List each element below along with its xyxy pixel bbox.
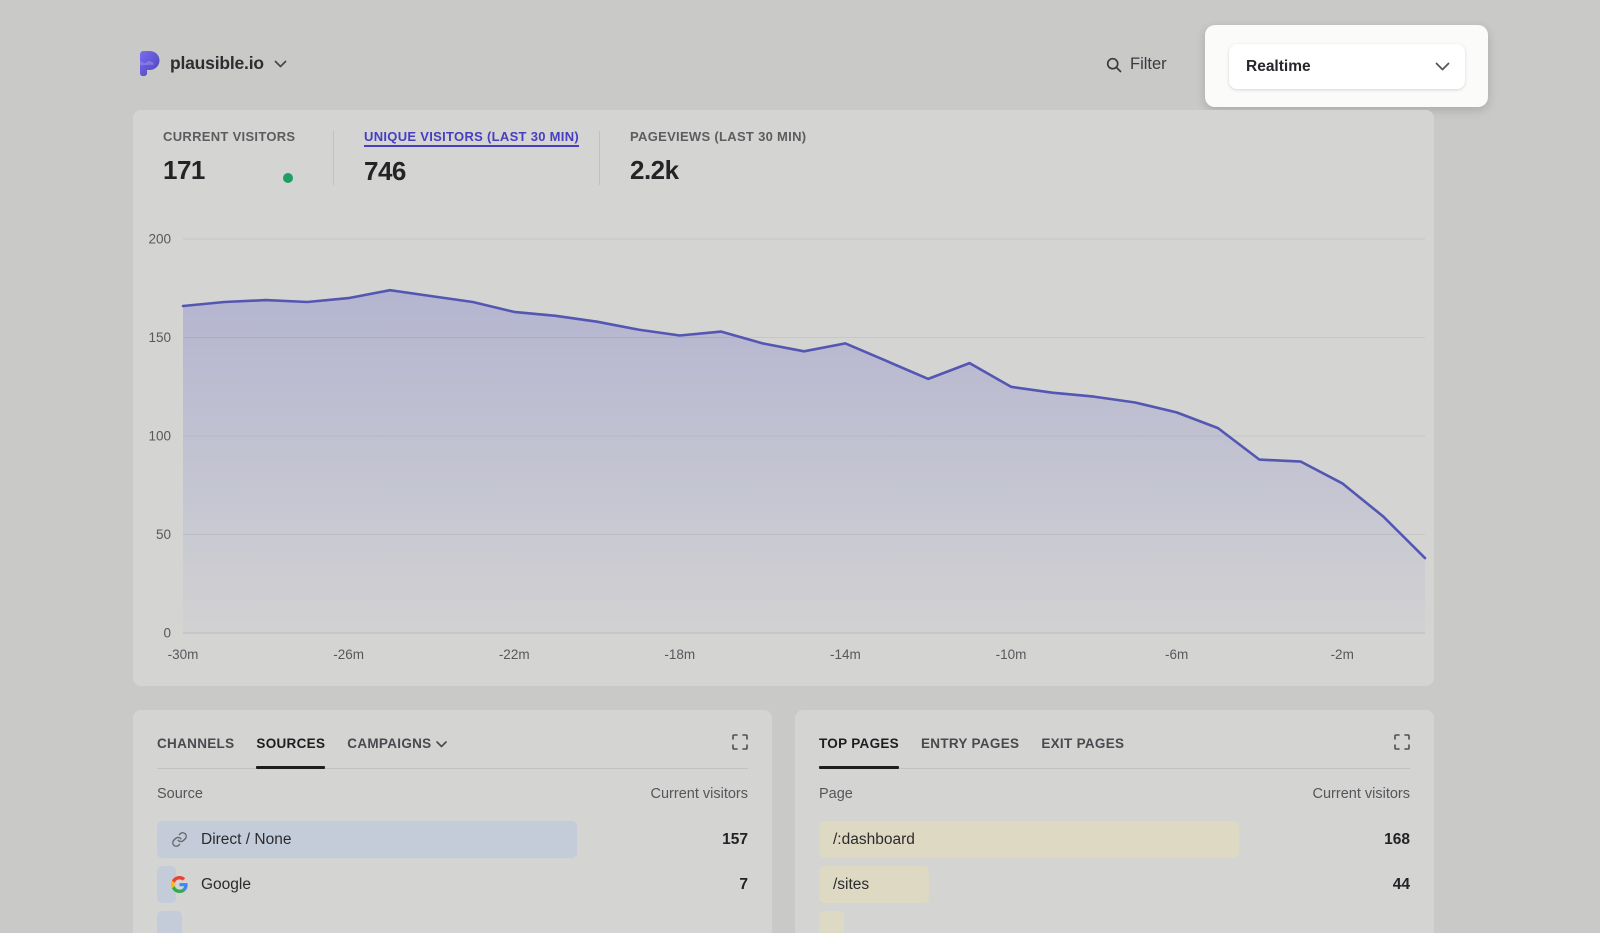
table-row-partial[interactable]: [819, 911, 1410, 933]
x-axis-tick-label: -22m: [499, 647, 530, 662]
y-axis-tick-label: 50: [156, 527, 171, 542]
table-row[interactable]: Direct / None 157: [157, 821, 748, 858]
stat-pageviews[interactable]: PAGEVIEWS (LAST 30 MIN) 2.2k: [630, 128, 806, 186]
row-bar: [157, 911, 182, 933]
site-switcher[interactable]: plausible.io: [139, 51, 287, 76]
stat-divider: [333, 131, 334, 185]
x-axis-tick-label: -14m: [830, 647, 861, 662]
tab-exit-pages[interactable]: EXIT PAGES: [1041, 736, 1124, 768]
tab-channels[interactable]: CHANNELS: [157, 736, 234, 768]
row-label-text: /:dashboard: [833, 830, 915, 848]
row-bar: [157, 821, 577, 858]
x-axis-tick-label: -10m: [996, 647, 1027, 662]
row-bar: [819, 911, 844, 933]
row-label-text: /sites: [833, 875, 870, 893]
visitors-area-chart: 0 50 100 150 200 -30m -26m -22m -18m -14m -10m -6m -…: [148, 232, 1427, 662]
row-bar: [157, 866, 176, 903]
x-axis-tick-label: -18m: [664, 647, 695, 662]
row-bar: [819, 821, 1239, 858]
table-row-partial[interactable]: [157, 911, 748, 933]
row-value: 168: [1384, 830, 1410, 848]
sources-tabs: CHANNELS SOURCES CAMPAIGNS: [157, 734, 748, 769]
stat-label: UNIQUE VISITORS (LAST 30 MIN): [364, 129, 580, 147]
pages-rows: /:dashboard 168/sites 44: [819, 821, 1410, 933]
period-selector-spotlight: Realtime: [1205, 25, 1488, 107]
tab-label: CHANNELS: [157, 736, 235, 751]
site-name: plausible.io: [170, 53, 264, 73]
table-row[interactable]: Google 7: [157, 866, 748, 903]
x-axis-tick-label: -6m: [1165, 647, 1188, 662]
row-label-text: Direct / None: [201, 830, 292, 848]
pages-tabs: TOP PAGES ENTRY PAGES EXIT PAGES: [819, 734, 1410, 769]
y-axis-tick-label: 150: [148, 330, 171, 345]
filter-label: Filter: [1130, 55, 1167, 73]
pages-panel: TOP PAGES ENTRY PAGES EXIT PAGES Page Curr…: [795, 710, 1434, 933]
stat-value: 171: [163, 155, 205, 185]
expand-panel-icon[interactable]: [1394, 734, 1410, 755]
google-icon: [171, 876, 188, 893]
column-header-source: Source: [157, 786, 203, 802]
y-axis-tick-label: 200: [148, 232, 171, 247]
chart-line: [181, 288, 1427, 560]
row-label: /:dashboard: [819, 831, 915, 849]
table-row[interactable]: /:dashboard 168: [819, 821, 1410, 858]
row-bar: [819, 866, 929, 903]
stat-label: CURRENT VISITORS: [163, 129, 296, 144]
row-label: Google: [157, 876, 251, 894]
stat-value: 746: [364, 156, 406, 186]
stat-value: 2.2k: [630, 155, 679, 185]
search-icon: [1106, 57, 1122, 73]
tab-campaigns[interactable]: CAMPAIGNS: [347, 736, 448, 768]
stat-unique-visitors[interactable]: UNIQUE VISITORS (LAST 30 MIN) 746: [364, 128, 599, 187]
row-value: 7: [739, 875, 748, 893]
period-dropdown-value: Realtime: [1246, 57, 1311, 75]
chevron-down-icon: [274, 60, 287, 68]
row-label: Direct / None: [157, 831, 291, 849]
plausible-logo-icon: [139, 51, 160, 76]
tab-top-pages[interactable]: TOP PAGES: [819, 736, 899, 769]
top-stats: CURRENT VISITORS 171 UNIQUE VISITORS (LA…: [163, 128, 806, 187]
tab-label: TOP PAGES: [819, 736, 899, 751]
tab-label: SOURCES: [256, 736, 326, 751]
column-header-current-visitors: Current visitors: [650, 786, 749, 802]
row-label-text: Google: [201, 875, 251, 893]
x-axis-tick-label: -26m: [333, 647, 364, 662]
x-axis-tick-label: -2m: [1331, 647, 1354, 662]
y-axis-tick-label: 100: [148, 429, 171, 444]
stat-label: PAGEVIEWS (LAST 30 MIN): [630, 129, 807, 144]
x-axis-tick-label: -30m: [168, 647, 199, 662]
expand-panel-icon[interactable]: [732, 734, 748, 755]
tab-sources[interactable]: SOURCES: [256, 736, 326, 769]
sources-rows: Direct / None 157 Google 7: [157, 821, 748, 933]
chart-area-fill: [183, 290, 1425, 633]
link-icon: [171, 831, 188, 848]
filter-button[interactable]: Filter: [1106, 55, 1167, 74]
tab-label: CAMPAIGNS: [347, 736, 432, 751]
live-indicator-dot: [283, 173, 293, 183]
period-dropdown[interactable]: Realtime: [1229, 44, 1465, 89]
tab-entry-pages[interactable]: ENTRY PAGES: [921, 736, 1019, 768]
tab-label: EXIT PAGES: [1041, 736, 1125, 751]
stat-divider: [599, 131, 600, 185]
row-label: /sites: [819, 876, 869, 894]
y-axis-tick-label: 0: [163, 626, 171, 641]
row-value: 44: [1392, 875, 1410, 893]
chevron-down-icon: [1435, 62, 1450, 71]
column-header-page: Page: [819, 786, 853, 802]
visitors-graph-card: CURRENT VISITORS 171 UNIQUE VISITORS (LA…: [133, 110, 1434, 686]
column-header-current-visitors: Current visitors: [1312, 786, 1411, 802]
stat-current-visitors: CURRENT VISITORS 171: [163, 128, 333, 186]
table-row[interactable]: /sites 44: [819, 866, 1410, 903]
tab-label: ENTRY PAGES: [920, 736, 1020, 751]
row-value: 157: [722, 830, 748, 848]
sources-panel: CHANNELS SOURCES CAMPAIGNS Source Current …: [133, 710, 772, 933]
chevron-down-icon: [436, 736, 448, 751]
